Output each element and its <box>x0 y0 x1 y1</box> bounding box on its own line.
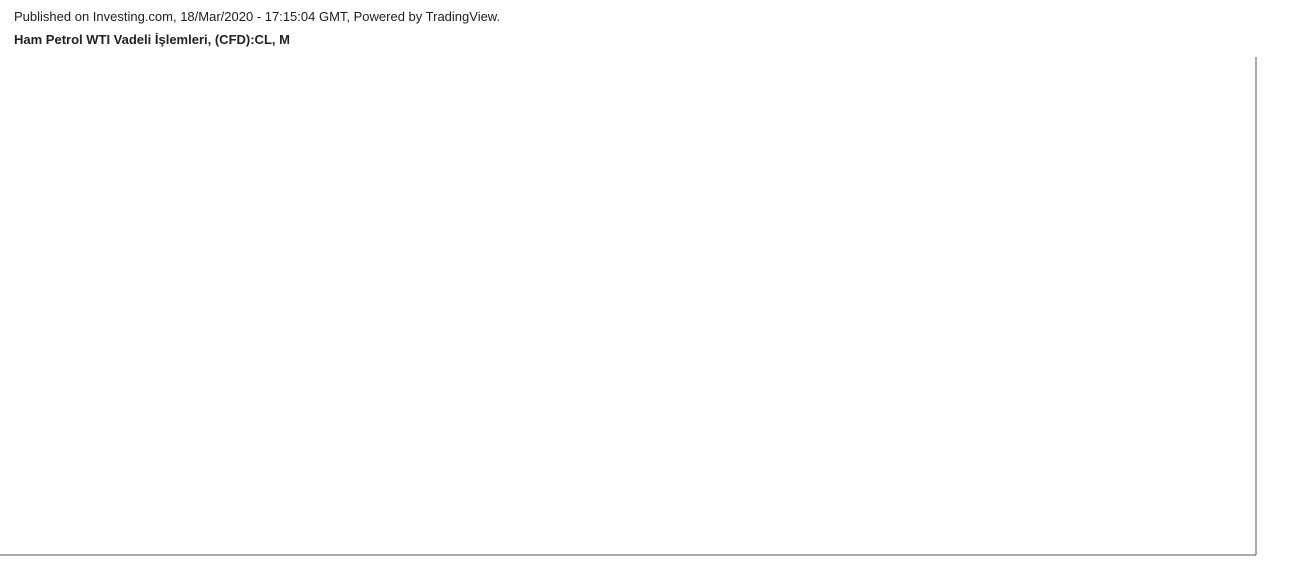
published-note: Published on Investing.com, 18/Mar/2020 … <box>14 9 501 24</box>
symbol-title: Ham Petrol WTI Vadeli İşlemleri, (CFD):C… <box>14 32 290 47</box>
background <box>0 57 1316 579</box>
chart <box>0 57 1316 579</box>
